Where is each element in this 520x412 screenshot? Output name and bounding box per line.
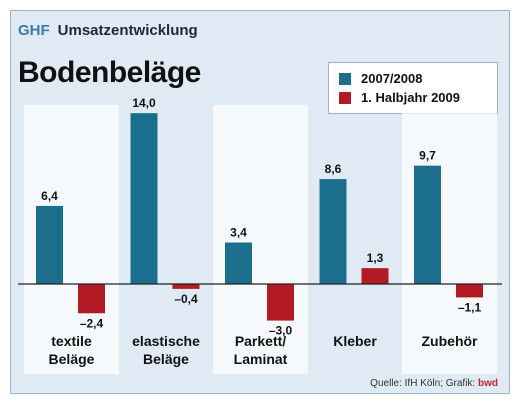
category-label-3-0: Kleber	[333, 333, 377, 349]
chart-title: Bodenbeläge	[18, 56, 201, 89]
bar-s1-2	[225, 242, 252, 284]
data-label-s2-4: –1,1	[458, 300, 482, 314]
source-credit: Quelle: IfH Köln; Grafik: bwd	[370, 378, 498, 389]
category-label-2-1: Laminat	[234, 351, 288, 367]
category-label-1-0: elastische	[132, 333, 200, 349]
data-label-s2-3: 1,3	[367, 251, 384, 265]
data-label-s1-3: 8,6	[325, 162, 342, 176]
data-label-s1-2: 3,4	[230, 226, 247, 240]
data-label-s1-1: 14,0	[132, 96, 156, 110]
legend-item-series-2: 1. Halbjahr 2009	[339, 88, 487, 107]
bar-s1-4	[414, 165, 441, 284]
bar-s2-4	[456, 284, 483, 298]
category-label-2-0: Parkett/	[235, 333, 286, 349]
bar-s2-0	[78, 284, 105, 314]
source-text: Quelle: IfH Köln; Grafik:	[370, 378, 476, 389]
bar-s1-1	[130, 113, 158, 284]
header-brand: GHF	[18, 22, 50, 39]
header-subtitle: Umsatzentwicklung	[57, 22, 198, 39]
bar-s2-3	[361, 268, 389, 284]
bar-s1-3	[319, 179, 347, 284]
data-label-s2-1: –0,4	[174, 292, 198, 306]
header: GHF Umsatzentwicklung	[18, 22, 198, 39]
source-brand: bwd	[478, 378, 498, 389]
category-label-0-1: Beläge	[49, 351, 95, 367]
legend-label-series-2: 1. Halbjahr 2009	[361, 90, 460, 105]
category-label-1-1: Beläge	[143, 351, 189, 367]
data-label-s1-0: 6,4	[41, 189, 58, 203]
bar-s2-2	[267, 284, 294, 321]
category-label-4-0: Zubehör	[422, 333, 479, 349]
data-label-s2-2: –3,0	[269, 324, 293, 338]
data-label-s2-0: –2,4	[80, 316, 104, 330]
legend-swatch-series-1	[339, 72, 351, 85]
category-panel-2	[213, 105, 308, 374]
data-label-s1-4: 9,7	[419, 149, 436, 163]
category-label-0-0: textile	[51, 333, 92, 349]
bar-s2-1	[172, 284, 200, 289]
bar-s1-0	[36, 205, 63, 284]
legend-label-series-1: 2007/2008	[361, 71, 423, 86]
legend-swatch-series-2	[339, 91, 351, 104]
legend-item-series-1: 2007/2008	[339, 69, 487, 88]
